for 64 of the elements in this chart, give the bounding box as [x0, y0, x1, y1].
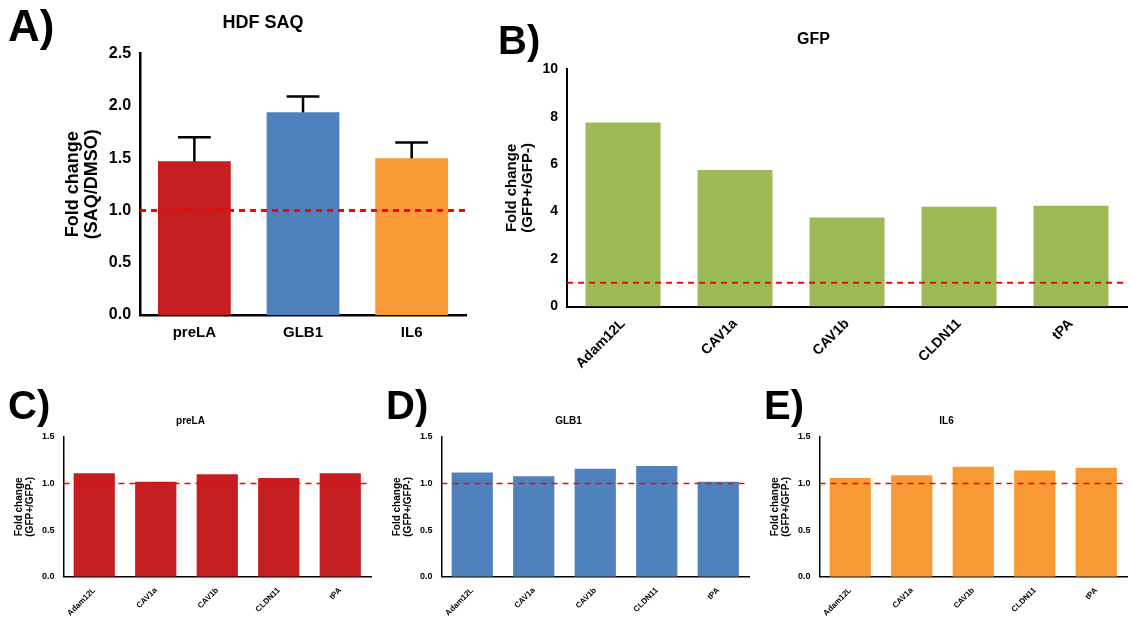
y-tick-label: 0.5 — [42, 524, 55, 535]
bar — [1075, 467, 1117, 577]
y-axis-title: Fold change (GFP+/GFP-) — [769, 477, 791, 537]
bar — [513, 476, 555, 577]
bar — [451, 472, 493, 577]
x-tick-label: tPA — [1048, 315, 1076, 343]
y-axis-title: Fold change (GFP+/GFP-) — [502, 143, 535, 233]
y-tick-label: 0.0 — [798, 571, 811, 582]
bar — [809, 217, 885, 307]
y-tick-label: 2 — [550, 249, 559, 266]
bar — [697, 481, 739, 577]
y-tick-label: 10 — [542, 60, 559, 77]
chart-title: GLB1 — [555, 414, 583, 426]
chart-title: HDF SAQ — [222, 11, 304, 32]
y-tick-label: 8 — [550, 107, 559, 124]
y-tick-label: 2.0 — [108, 96, 132, 114]
y-tick-label: 1.5 — [798, 431, 811, 442]
x-tick-label: preLA — [172, 323, 217, 341]
y-tick-label: 1.5 — [108, 148, 132, 166]
bar — [585, 122, 661, 307]
y-axis-title: Fold change (GFP+/GFP-) — [13, 477, 35, 537]
bar — [921, 206, 997, 307]
y-tick-label: 0.5 — [798, 524, 811, 535]
y-tick-label: 1.0 — [798, 478, 811, 489]
chart-title: IL6 — [939, 414, 955, 426]
y-tick-label: 1.0 — [420, 478, 433, 489]
chart-title: GFP — [797, 30, 831, 48]
y-tick-label: 0 — [550, 297, 559, 314]
bar — [697, 170, 773, 307]
bar — [952, 466, 994, 577]
y-axis-title: Fold change (SAQ/DMSO) — [62, 129, 102, 240]
y-tick-label: 1.0 — [42, 478, 55, 489]
y-axis-title: Fold change (GFP+/GFP-) — [391, 477, 413, 537]
bar — [266, 112, 340, 315]
y-tick-label: 1.5 — [420, 431, 433, 442]
y-tick-label: 0.0 — [42, 571, 55, 582]
bar — [636, 465, 678, 577]
bar — [1014, 470, 1056, 577]
y-tick-label: 0.0 — [420, 571, 433, 582]
bar — [829, 477, 871, 577]
bar — [375, 158, 449, 315]
text: B) — [498, 18, 541, 62]
y-tick-label: 0.5 — [108, 253, 132, 271]
bar — [891, 475, 933, 577]
text: E) — [764, 383, 804, 427]
y-tick-label: 0.5 — [420, 524, 433, 535]
y-tick-label: 0.0 — [108, 305, 132, 323]
bar — [574, 468, 616, 577]
text: C) — [8, 383, 51, 427]
bar — [157, 161, 231, 315]
chart-title: preLA — [176, 414, 205, 426]
x-tick-label: tPA — [1083, 585, 1100, 602]
text: A) — [8, 1, 55, 50]
y-tick-label: 4 — [550, 202, 559, 219]
y-tick-label: 6 — [550, 155, 559, 171]
x-tick-label: GLB1 — [283, 323, 324, 341]
text: D) — [386, 383, 429, 427]
x-tick-label: tPA — [327, 585, 344, 602]
y-tick-label: 2.5 — [108, 44, 132, 62]
x-tick-label: IL6 — [400, 323, 423, 341]
bar — [1033, 205, 1109, 307]
x-tick-label: tPA — [705, 585, 722, 602]
y-tick-label: 1.0 — [108, 200, 132, 218]
y-tick-label: 1.5 — [42, 431, 55, 442]
